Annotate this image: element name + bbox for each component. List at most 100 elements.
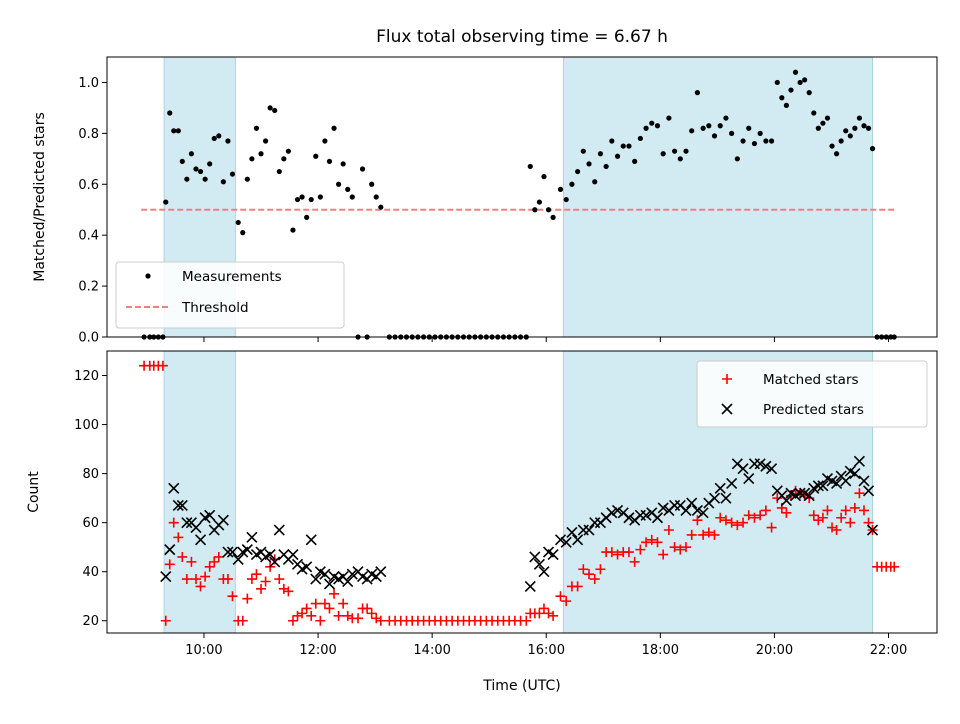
matched-stars-point (186, 556, 197, 567)
measurement-point (592, 179, 598, 185)
matched-stars-point (720, 515, 731, 526)
predicted-stars-point (640, 509, 652, 521)
measurement-point (184, 176, 190, 182)
y-tick-label: 80 (82, 467, 99, 482)
matched-stars-point (292, 610, 303, 621)
measurement-point (637, 135, 643, 142)
matched-stars-point (726, 517, 737, 528)
predicted-stars-point (714, 482, 726, 494)
predicted-stars-point (342, 575, 354, 588)
predicted-stars-point (766, 463, 778, 475)
measurement-point (815, 125, 821, 131)
matched-stars-point (772, 493, 783, 504)
matched-stars-point (584, 569, 595, 580)
measurement-point (861, 123, 867, 129)
predicted-stars-point (651, 512, 664, 524)
measurement-point (802, 77, 808, 83)
measurement-point (281, 156, 287, 162)
measurement-point (734, 156, 740, 162)
measurement-point (626, 143, 632, 149)
predicted-stars-point (686, 497, 698, 509)
matched-stars-point (338, 598, 349, 609)
measurement-point (774, 79, 780, 86)
matched-stars-point (274, 574, 285, 585)
plot-frame (106, 350, 938, 634)
measurement-point (700, 125, 706, 131)
predicted-stars-point (524, 580, 536, 592)
measurement-point (569, 181, 575, 187)
measurement-point (671, 148, 678, 154)
predicted-stars-point (611, 504, 624, 516)
measurement-point (740, 138, 746, 144)
measurement-point (290, 227, 296, 233)
measurement-point (711, 133, 718, 139)
matched-stars-point (715, 512, 726, 523)
y-tick-label: 1.0 (78, 76, 99, 91)
x-axis-label: Time (UTC) (482, 678, 560, 694)
measurement-point (211, 135, 217, 142)
measurement-point (197, 168, 204, 175)
predicted-stars-point (241, 544, 253, 556)
measurement-point (276, 168, 282, 175)
measurement-point (253, 125, 260, 131)
matched-stars-point (342, 610, 353, 621)
chart-title: Flux total observing time = 6.67 h (376, 27, 668, 47)
matched-stars-point (572, 581, 583, 592)
measurement-point (723, 115, 729, 121)
measurement-point (345, 186, 351, 192)
matched-stars-point (177, 551, 188, 562)
matched-stars-point (297, 608, 308, 619)
measurement-point (614, 153, 621, 159)
matched-stars-point (315, 615, 326, 626)
matched-stars-point (889, 561, 900, 572)
measurement-point (824, 115, 831, 121)
measurement-point (763, 138, 769, 144)
matched-stars-point (790, 485, 801, 496)
predicted-stars-point (194, 534, 207, 546)
matched-stars-point (822, 505, 833, 516)
measurement-point (746, 125, 752, 131)
measurement-point (550, 214, 556, 220)
matched-stars-point (755, 510, 766, 521)
predicted-stars-point (849, 468, 861, 480)
predicted-stars-point (204, 509, 216, 521)
measurement-point (779, 95, 785, 101)
legend-matched-stars: Matched stars (763, 372, 859, 388)
predicted-stars-point (840, 475, 852, 487)
matched-stars-point (329, 588, 340, 599)
measurement-point (229, 171, 236, 177)
matched-stars-point (692, 515, 703, 526)
measurement-point (751, 140, 758, 147)
observing-interval (163, 350, 236, 634)
measurement-point (580, 148, 586, 154)
matched-stars-point (854, 488, 865, 499)
legend-predicted-stars: Predicted stars (763, 402, 864, 418)
flux-ratio-panel: 0.0 0.2 0.4 0.6 0.8 1.0 Flux total observing … (32, 27, 938, 346)
predicted-stars-point (217, 514, 229, 526)
matched-stars-point (375, 615, 386, 626)
predicted-stars-point (554, 534, 567, 546)
x-tick-label: 12:00 (299, 643, 336, 658)
matched-stars-point (845, 517, 856, 528)
y-tick-label: 0.0 (78, 331, 99, 346)
predicted-stars-point (168, 482, 180, 494)
matched-stars-point (817, 512, 828, 523)
measurement-point (820, 120, 826, 126)
x-tick-label: 10:00 (185, 643, 222, 658)
matched-stars-point (209, 556, 220, 567)
star-count-panel: 20 40 60 80 100 120 10:00 12:00 14:00 16:00 18:00… (26, 350, 938, 694)
measurement-point (666, 115, 672, 121)
measurement-point (202, 176, 208, 182)
predicted-stars-point (566, 526, 578, 539)
y-tick-label: 0.2 (78, 280, 99, 295)
matched-stars-point (195, 581, 206, 592)
predicted-stars-point (301, 561, 313, 573)
matched-stars-point (534, 608, 545, 619)
y-tick-label: 0.4 (78, 229, 99, 244)
predicted-stars-point (803, 490, 815, 502)
predicted-stars-point (560, 536, 572, 548)
predicted-stars-point (346, 568, 358, 580)
measurement-point (620, 143, 626, 149)
matched-stars-point (543, 608, 554, 619)
matched-stars-point (698, 529, 709, 540)
